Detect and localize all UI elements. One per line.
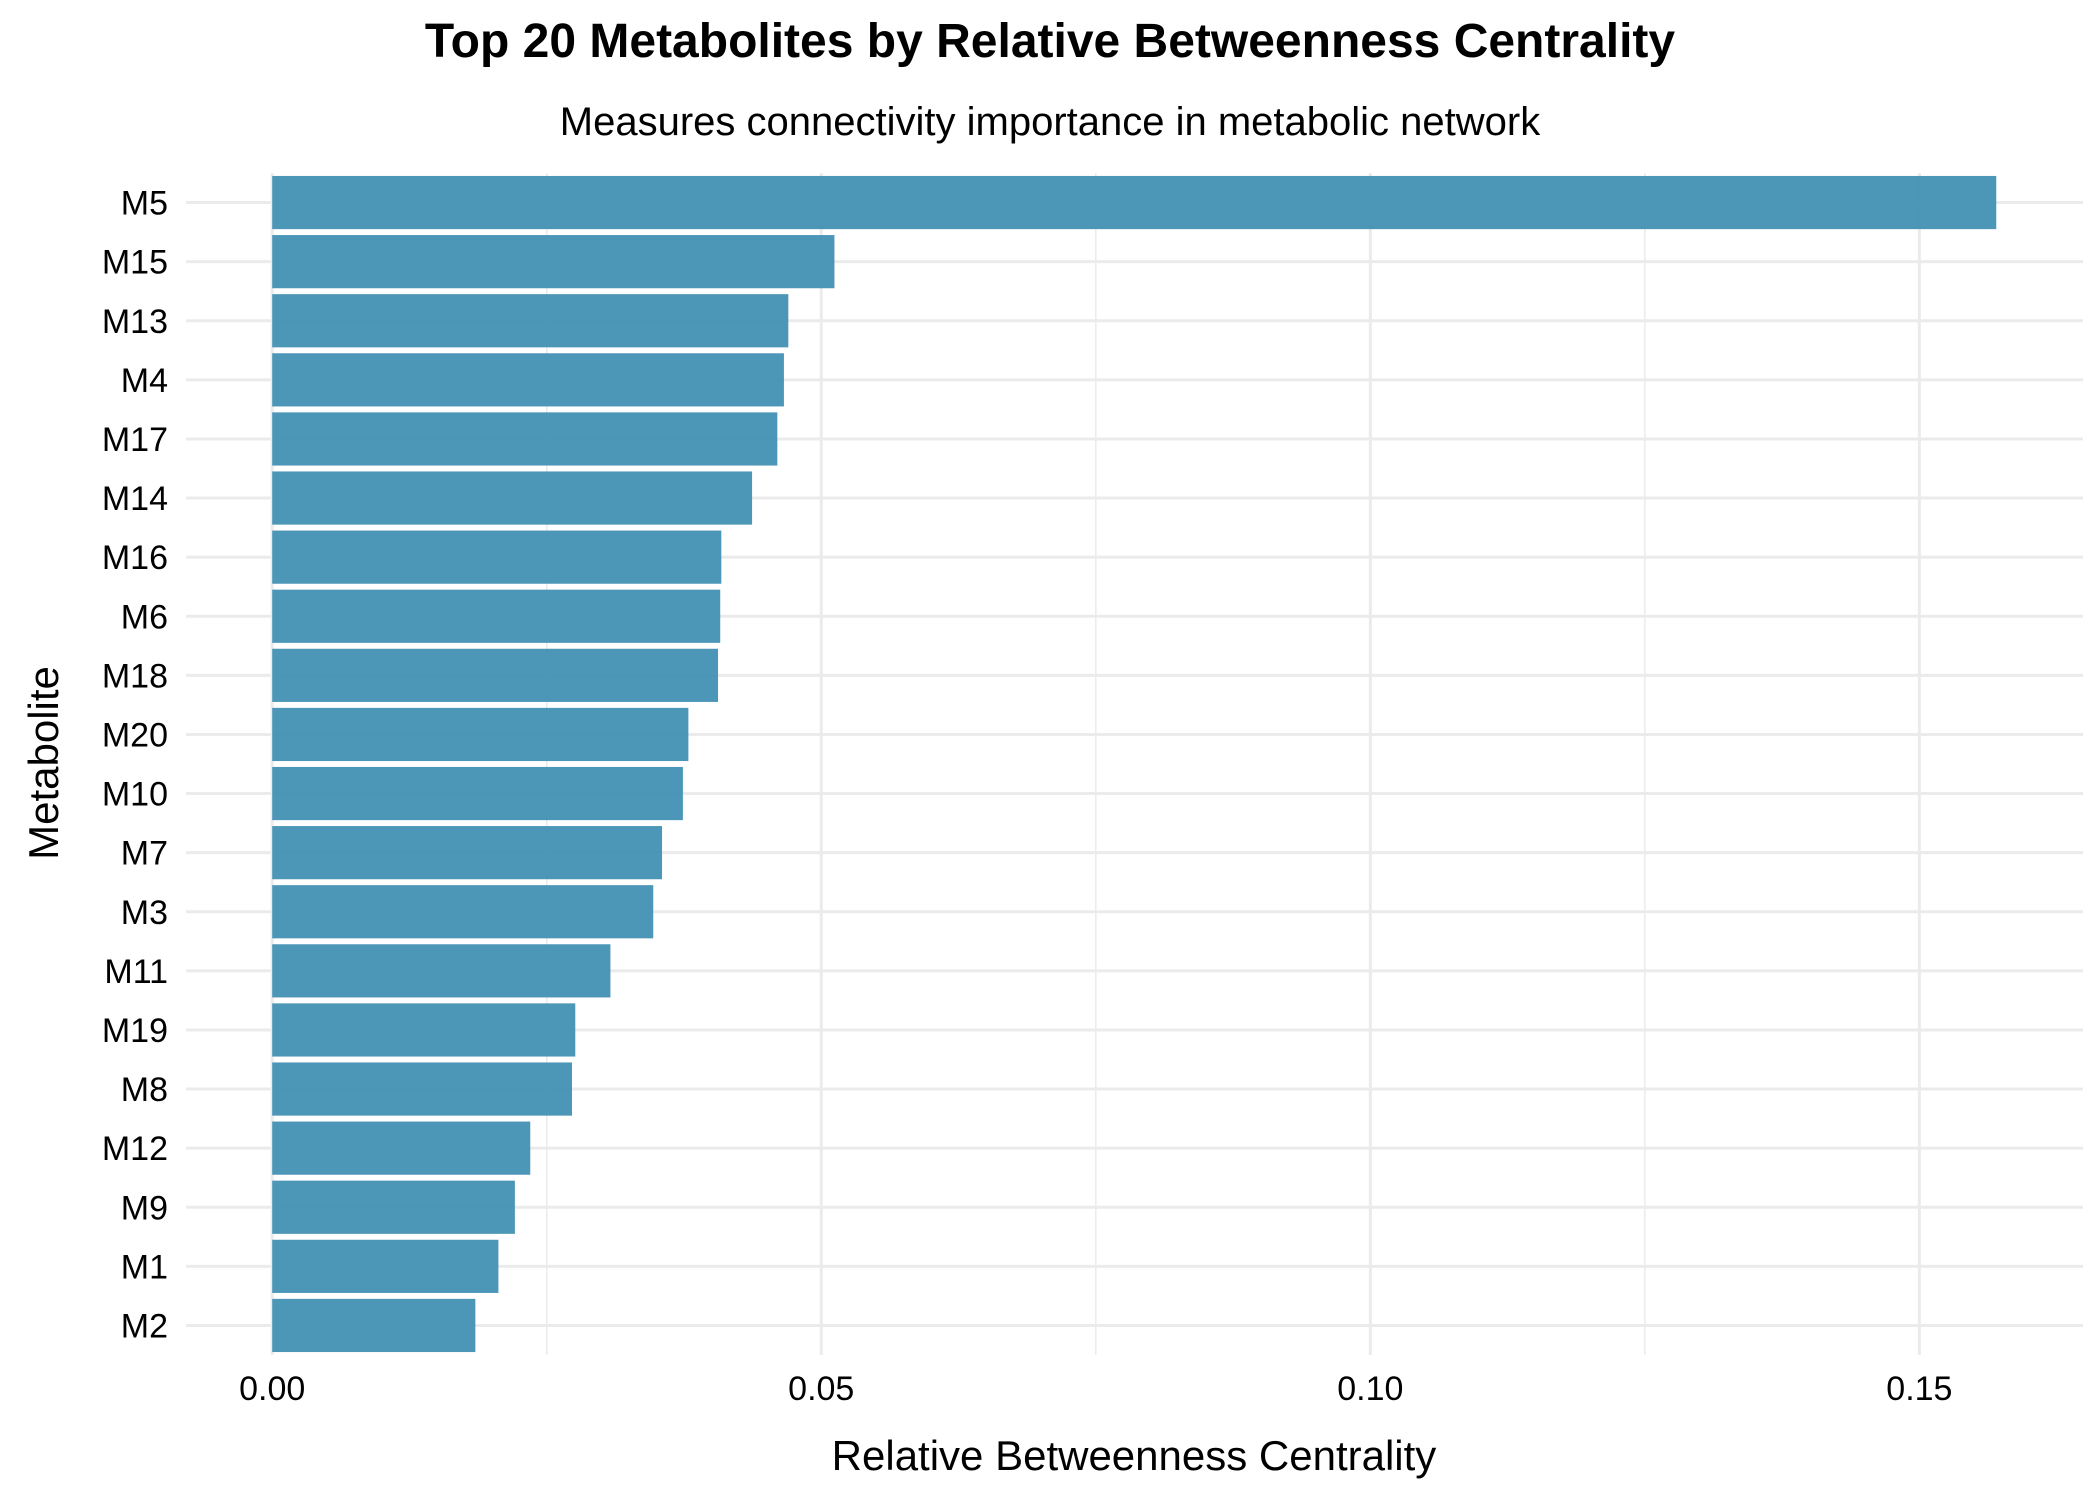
bar-m12 [272, 1121, 531, 1175]
bar-m8 [272, 1062, 572, 1116]
y-tick-label: M12 [102, 1130, 168, 1168]
chart-title: Top 20 Metabolites by Relative Betweenne… [424, 15, 1676, 68]
x-tick-label: 0.10 [1337, 1370, 1403, 1408]
y-tick-label: M3 [121, 894, 168, 932]
bar-m19 [272, 1003, 576, 1057]
bar-m17 [272, 412, 778, 466]
bar-m16 [272, 530, 722, 584]
bar-m14 [272, 471, 753, 525]
y-tick-label: M1 [121, 1248, 168, 1286]
bar-m11 [272, 944, 611, 998]
bar-m10 [272, 766, 683, 821]
y-tick-label: M6 [121, 598, 168, 636]
bar-m2 [272, 1298, 476, 1353]
chart-subtitle: Measures connectivity importance in meta… [559, 100, 1541, 144]
bar-m13 [272, 294, 789, 348]
y-tick-label: M15 [102, 244, 168, 282]
x-axis-title: Relative Betweenness Centrality [832, 1432, 1437, 1479]
y-axis-ticks: M5 M15 M13 M4 M17 M14 M16 M6 M18 M20 M10 M7 M3 M11 M19… [102, 185, 168, 1346]
bar-m4 [272, 353, 784, 407]
y-tick-label: M8 [121, 1071, 168, 1109]
y-tick-label: M17 [102, 421, 168, 459]
y-tick-label: M5 [121, 185, 168, 223]
y-tick-label: M11 [104, 953, 168, 991]
y-tick-label: M16 [102, 539, 168, 577]
y-tick-label: M7 [121, 835, 168, 873]
bar-m6 [272, 589, 721, 643]
bar-m5 [272, 175, 1997, 230]
x-tick-label: 0.00 [239, 1370, 305, 1408]
y-tick-label: M18 [102, 657, 168, 695]
y-tick-label: M14 [102, 480, 168, 518]
y-tick-label: M4 [121, 362, 168, 400]
bar-m7 [272, 826, 663, 880]
y-tick-label: M2 [121, 1307, 168, 1345]
x-tick-label: 0.15 [1886, 1370, 1952, 1408]
x-tick-label: 0.05 [788, 1370, 854, 1408]
x-axis-ticks: 0.00 0.05 0.10 0.15 [239, 1370, 1952, 1408]
bar-m1 [272, 1239, 499, 1293]
y-tick-label: M9 [121, 1189, 168, 1227]
bars [272, 175, 1997, 1353]
y-tick-label: M10 [102, 776, 168, 814]
y-tick-label: M20 [102, 716, 168, 754]
y-tick-label: M13 [102, 303, 168, 341]
bar-m20 [272, 707, 689, 762]
grid-lines [186, 173, 2083, 1355]
bar-m3 [272, 885, 654, 939]
bar-m9 [272, 1180, 515, 1234]
y-tick-label: M19 [102, 1012, 168, 1050]
bar-m18 [272, 648, 719, 702]
y-axis-title: Metabolite [20, 666, 67, 860]
bar-m15 [272, 235, 835, 289]
